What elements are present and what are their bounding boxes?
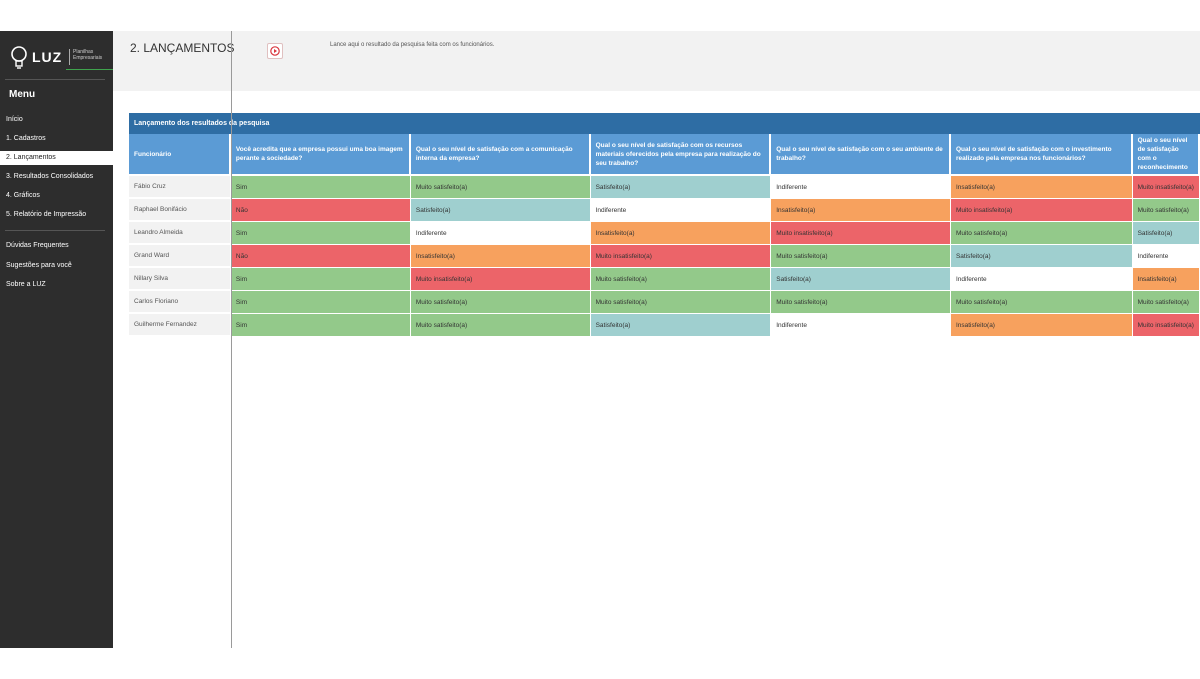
table-row: Grand Ward Não Insatisfeito(a) Muito ins…	[129, 245, 1200, 268]
logo-text: LUZ	[32, 49, 63, 65]
sidebar: LUZ Planilhas Empresariais Menu Início 1…	[0, 31, 120, 648]
answer-cell[interactable]: Muito insatisfeito(a)	[590, 245, 772, 268]
sidebar-item-lancamentos[interactable]: 2. Lançamentos	[0, 151, 113, 165]
table-row: Carlos Floriano Sim Muito satisfeito(a) …	[129, 291, 1200, 314]
answer-cell[interactable]: Muito insatisfeito(a)	[410, 268, 591, 291]
table-row: Guilherme Fernandez Sim Muito satisfeito…	[129, 314, 1200, 337]
answer-cell[interactable]: Indiferente	[950, 268, 1133, 291]
sidebar-item-sugestoes[interactable]: Sugestões para você	[6, 262, 72, 269]
answer-cell[interactable]: Muito insatisfeito(a)	[771, 222, 951, 245]
sidebar-item-relatorio-impressao[interactable]: 5. Relatório de Impressão	[6, 211, 87, 218]
sidebar-item-inicio[interactable]: Início	[6, 116, 23, 123]
column-header: Qual o seu nível de satisfação com o seu…	[771, 134, 951, 176]
employee-name-cell[interactable]: Fábio Cruz	[129, 176, 231, 199]
answer-cell[interactable]: Sim	[230, 291, 411, 314]
column-header: Qual o seu nível de satisfação com o inv…	[950, 134, 1133, 176]
answer-cell[interactable]: Indiferente	[771, 314, 951, 337]
answer-cell[interactable]: Muito satisfeito(a)	[771, 245, 951, 268]
answer-cell[interactable]: Insatisfeito(a)	[590, 222, 772, 245]
instruction-text: Lance aqui o resultado da pesquisa feita…	[330, 42, 495, 48]
logo-separator	[69, 49, 70, 65]
answer-cell[interactable]: Sim	[230, 222, 411, 245]
table-title-bar: Lançamento dos resultados da pesquisa	[129, 113, 1200, 134]
app-window: LUZ Planilhas Empresariais Menu Início 1…	[0, 31, 1200, 648]
answer-cell[interactable]: Muito satisfeito(a)	[410, 291, 591, 314]
answer-cell[interactable]: Muito satisfeito(a)	[1132, 291, 1200, 314]
answer-cell[interactable]: Satisfeito(a)	[771, 268, 951, 291]
play-video-button[interactable]	[267, 43, 283, 59]
menu-title: Menu	[9, 89, 36, 100]
answer-cell[interactable]: Insatisfeito(a)	[1132, 268, 1200, 291]
column-header: Qual o seu nível de satisfação com o rec…	[1132, 134, 1200, 176]
answer-cell[interactable]: Insatisfeito(a)	[410, 245, 591, 268]
table-row: Nillary Silva Sim Muito insatisfeito(a) …	[129, 268, 1200, 291]
answer-cell[interactable]: Muito satisfeito(a)	[950, 222, 1133, 245]
answer-cell[interactable]: Sim	[230, 176, 411, 199]
table-row: Fábio Cruz Sim Muito satisfeito(a) Satis…	[129, 176, 1200, 199]
answer-cell[interactable]: Indiferente	[590, 199, 772, 222]
employee-name-cell[interactable]: Guilherme Fernandez	[129, 314, 231, 337]
logo-underline	[66, 69, 120, 70]
answer-cell[interactable]: Indiferente	[771, 176, 951, 199]
table-row: Leandro Almeida Sim Indiferente Insatisf…	[129, 222, 1200, 245]
logo-subtitle: Planilhas Empresariais	[73, 49, 103, 61]
employee-name-cell[interactable]: Carlos Floriano	[129, 291, 231, 314]
answer-cell[interactable]: Satisfeito(a)	[590, 314, 772, 337]
menu-divider	[5, 79, 105, 80]
page-title: 2. LANÇAMENTOS	[130, 41, 235, 55]
sidebar-item-resultados-consolidados[interactable]: 3. Resultados Consolidados	[6, 173, 94, 180]
answer-cell[interactable]: Indiferente	[1132, 245, 1200, 268]
answer-cell[interactable]: Satisfeito(a)	[590, 176, 772, 199]
frozen-pane-line	[231, 31, 232, 648]
answer-cell[interactable]: Muito satisfeito(a)	[1132, 199, 1200, 222]
answer-cell[interactable]: Muito insatisfeito(a)	[1132, 314, 1200, 337]
answer-cell[interactable]: Muito satisfeito(a)	[410, 314, 591, 337]
employee-name-cell[interactable]: Leandro Almeida	[129, 222, 231, 245]
answer-cell[interactable]: Insatisfeito(a)	[950, 314, 1133, 337]
answer-cell[interactable]: Muito satisfeito(a)	[771, 291, 951, 314]
sidebar-item-graficos[interactable]: 4. Gráficos	[6, 192, 40, 199]
answer-cell[interactable]: Satisfeito(a)	[410, 199, 591, 222]
answer-cell[interactable]: Insatisfeito(a)	[771, 199, 951, 222]
survey-results-table: Funcionário Você acredita que a empresa …	[129, 134, 1200, 337]
answer-cell[interactable]: Não	[230, 199, 411, 222]
table-title: Lançamento dos resultados da pesquisa	[134, 120, 270, 127]
sidebar-item-duvidas-frequentes[interactable]: Dúvidas Frequentes	[6, 242, 69, 249]
answer-cell[interactable]: Insatisfeito(a)	[950, 176, 1133, 199]
menu-divider	[5, 230, 105, 231]
answer-cell[interactable]: Sim	[230, 268, 411, 291]
answer-cell[interactable]: Satisfeito(a)	[950, 245, 1133, 268]
column-header: Qual o seu nível de satisfação com a com…	[410, 134, 591, 176]
column-header: Você acredita que a empresa possui uma b…	[230, 134, 411, 176]
answer-cell[interactable]: Satisfeito(a)	[1132, 222, 1200, 245]
answer-cell[interactable]: Sim	[230, 314, 411, 337]
header-band	[113, 31, 1200, 91]
answer-cell[interactable]: Muito insatisfeito(a)	[1132, 176, 1200, 199]
answer-cell[interactable]: Muito satisfeito(a)	[590, 291, 772, 314]
answer-cell[interactable]: Não	[230, 245, 411, 268]
answer-cell[interactable]: Muito satisfeito(a)	[590, 268, 772, 291]
answer-cell[interactable]: Indiferente	[410, 222, 591, 245]
sidebar-item-cadastros[interactable]: 1. Cadastros	[6, 135, 46, 142]
luz-logo: LUZ Planilhas Empresariais	[8, 43, 120, 73]
column-header: Funcionário	[129, 134, 231, 176]
employee-name-cell[interactable]: Raphael Bonifácio	[129, 199, 231, 222]
answer-cell[interactable]: Muito satisfeito(a)	[950, 291, 1133, 314]
column-header: Qual o seu nível de satisfação com os re…	[590, 134, 772, 176]
table-header-row: Funcionário Você acredita que a empresa …	[129, 134, 1200, 176]
employee-name-cell[interactable]: Nillary Silva	[129, 268, 231, 291]
employee-name-cell[interactable]: Grand Ward	[129, 245, 231, 268]
answer-cell[interactable]: Muito insatisfeito(a)	[950, 199, 1133, 222]
play-circle-icon	[270, 46, 280, 56]
table-row: Raphael Bonifácio Não Satisfeito(a) Indi…	[129, 199, 1200, 222]
sidebar-item-sobre-luz[interactable]: Sobre a LUZ	[6, 281, 46, 288]
answer-cell[interactable]: Muito satisfeito(a)	[410, 176, 591, 199]
lightbulb-icon	[11, 46, 27, 69]
